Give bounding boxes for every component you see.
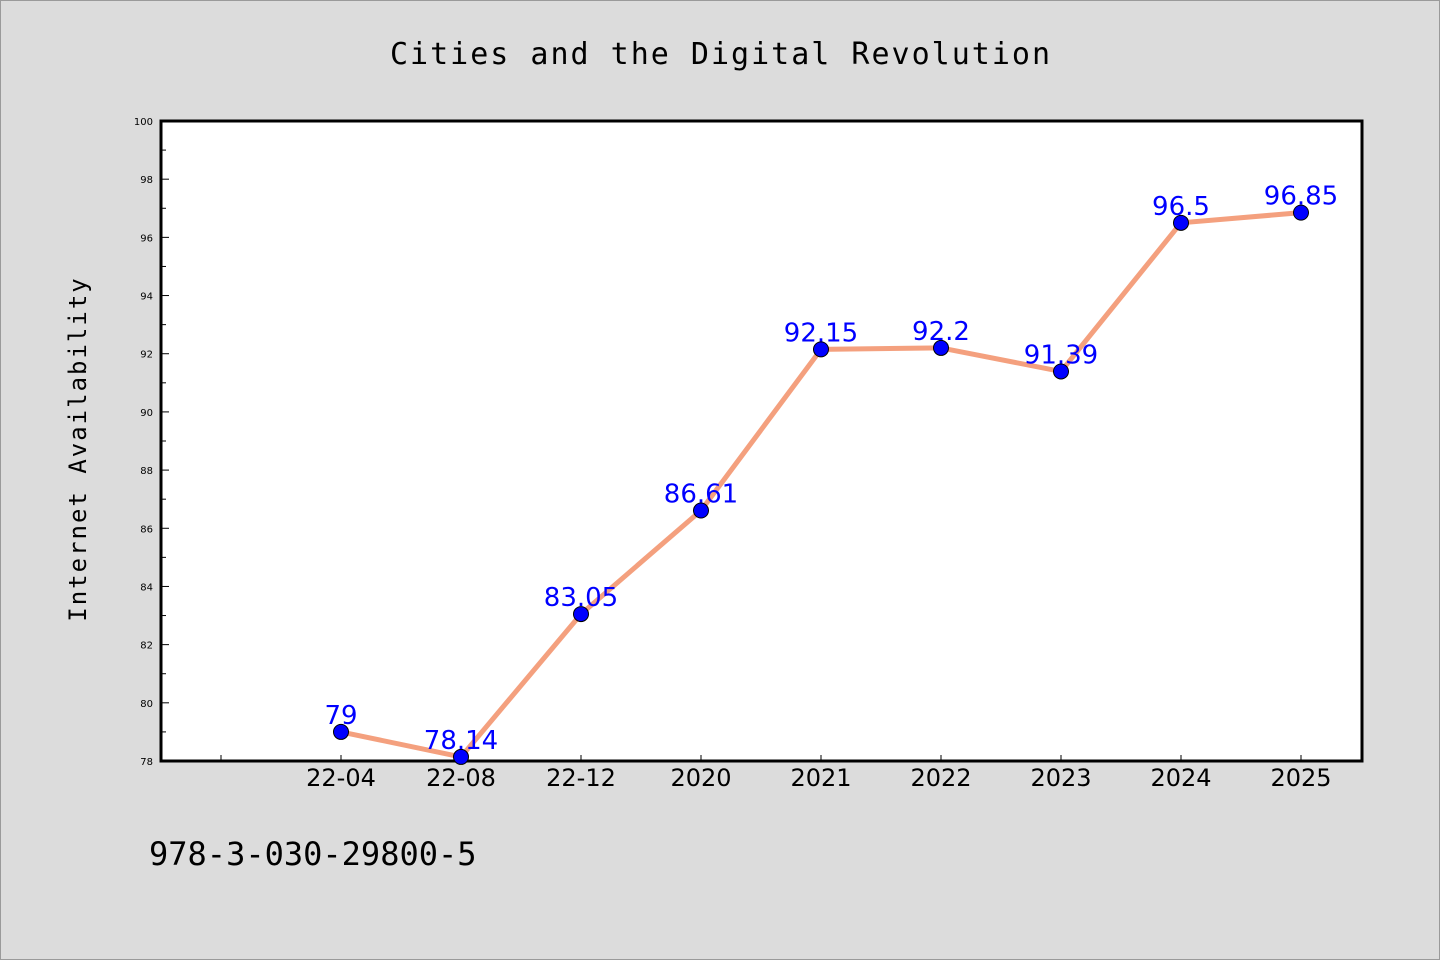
y-axis-label: Internet Availability [64, 276, 92, 621]
y-tick-label: 82 [140, 641, 153, 652]
y-tick-label: 90 [140, 408, 153, 419]
y-tick-label: 84 [140, 582, 153, 593]
x-tick-label: 22-08 [426, 764, 496, 792]
footer-code: 978-3-030-29800-5 [149, 835, 477, 873]
y-tick-label: 92 [140, 350, 153, 361]
data-labels-group: 79 78.14 83.05 86.61 92.15 92.2 91.39 96.5 96.85 [324, 182, 1338, 756]
y-tick-label: 100 [134, 117, 153, 128]
data-point [693, 502, 709, 519]
data-label: 79 [324, 701, 357, 731]
y-axis-ticks: 78 80 82 84 86 88 90 92 94 96 98 100 [134, 117, 169, 768]
y-tick-label: 86 [140, 524, 153, 535]
data-label: 91.39 [1024, 340, 1098, 370]
data-label: 78.14 [424, 726, 498, 756]
y-tick-label: 96 [140, 233, 153, 244]
y-tick-label: 88 [140, 466, 153, 477]
x-tick-label: 2021 [790, 764, 851, 792]
plot-area [159, 119, 1364, 763]
data-label: 96.5 [1152, 192, 1210, 222]
x-tick-label: 2025 [1270, 764, 1331, 792]
data-label: 92.15 [784, 318, 858, 348]
x-axis-ticks: 22-04 22-08 22-12 2020 2021 2022 2023 2024 2025 [220, 755, 1332, 792]
x-tick-label: 2024 [1150, 764, 1211, 792]
data-label: 86.61 [664, 480, 738, 510]
x-tick-label: 22-12 [546, 764, 616, 792]
data-label: 83.05 [544, 583, 618, 613]
data-label: 96.85 [1264, 182, 1338, 212]
data-point [933, 339, 949, 356]
x-tick-label: 2020 [670, 764, 731, 792]
data-points-group [333, 204, 1309, 765]
y-tick-label: 80 [140, 699, 153, 710]
data-point [813, 341, 829, 358]
data-point [333, 723, 349, 740]
data-point [453, 748, 469, 765]
x-tick-label: 2023 [1030, 764, 1091, 792]
data-point [573, 606, 589, 623]
data-point [1053, 363, 1069, 380]
y-tick-label: 94 [140, 292, 153, 303]
y-tick-label: 78 [140, 757, 153, 768]
data-point [1173, 214, 1189, 231]
x-tick-label: 2022 [910, 764, 971, 792]
x-tick-label: 22-04 [306, 764, 376, 792]
chart-title: Cities and the Digital Revolution [390, 37, 1052, 72]
data-label: 92.2 [912, 317, 970, 347]
y-tick-label: 98 [140, 175, 153, 186]
data-point [1293, 204, 1309, 221]
